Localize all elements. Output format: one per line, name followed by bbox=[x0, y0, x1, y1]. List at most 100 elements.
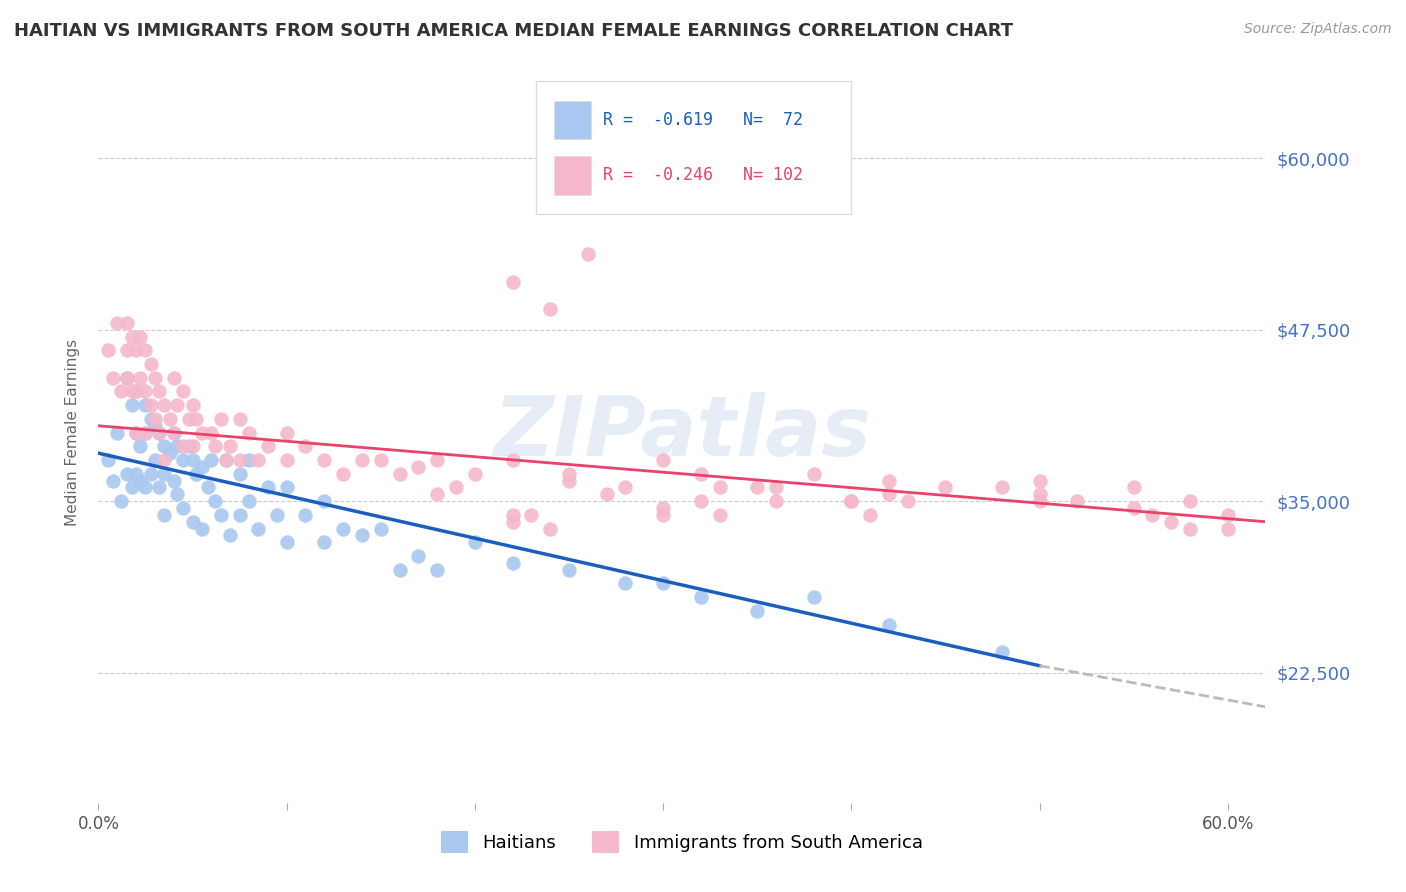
Point bbox=[134, 425, 156, 440]
Point bbox=[502, 453, 524, 467]
Text: HAITIAN VS IMMIGRANTS FROM SOUTH AMERICA MEDIAN FEMALE EARNINGS CORRELATION CHAR: HAITIAN VS IMMIGRANTS FROM SOUTH AMERICA… bbox=[14, 22, 1014, 40]
Point bbox=[228, 467, 250, 481]
Point bbox=[877, 617, 900, 632]
Point bbox=[1178, 522, 1201, 536]
Point bbox=[803, 590, 825, 604]
Point bbox=[134, 343, 156, 358]
Text: R =  -0.246   N= 102: R = -0.246 N= 102 bbox=[603, 166, 803, 185]
Point bbox=[219, 439, 242, 453]
Point bbox=[314, 453, 336, 467]
Point bbox=[897, 494, 920, 508]
Point bbox=[163, 425, 186, 440]
Point bbox=[709, 508, 731, 522]
Point bbox=[238, 425, 260, 440]
Point bbox=[689, 467, 711, 481]
FancyBboxPatch shape bbox=[554, 156, 591, 194]
Point bbox=[558, 467, 581, 481]
Point bbox=[502, 556, 524, 570]
Point bbox=[163, 425, 186, 440]
Point bbox=[332, 522, 354, 536]
Point bbox=[1028, 494, 1050, 508]
Point bbox=[350, 453, 373, 467]
Point bbox=[1178, 494, 1201, 508]
Point bbox=[332, 467, 354, 481]
Point bbox=[276, 425, 298, 440]
Text: Source: ZipAtlas.com: Source: ZipAtlas.com bbox=[1244, 22, 1392, 37]
Point bbox=[125, 384, 148, 399]
FancyBboxPatch shape bbox=[554, 101, 591, 139]
Point bbox=[464, 467, 486, 481]
Point bbox=[538, 522, 561, 536]
Point bbox=[238, 494, 260, 508]
Point bbox=[266, 508, 288, 522]
Point bbox=[502, 275, 524, 289]
Point bbox=[652, 576, 675, 591]
Point bbox=[134, 480, 156, 494]
Point bbox=[991, 480, 1014, 494]
Point bbox=[276, 535, 298, 549]
Point bbox=[148, 425, 170, 440]
Point bbox=[186, 467, 208, 481]
Point bbox=[803, 467, 825, 481]
Point bbox=[1142, 508, 1164, 522]
Point bbox=[1216, 522, 1239, 536]
Point bbox=[181, 398, 204, 412]
Point bbox=[408, 549, 430, 563]
Point bbox=[163, 371, 186, 385]
Point bbox=[765, 494, 787, 508]
Point bbox=[859, 508, 882, 522]
Point bbox=[172, 439, 194, 453]
Point bbox=[103, 474, 125, 488]
Point bbox=[115, 316, 138, 330]
Point bbox=[121, 480, 143, 494]
Point bbox=[97, 343, 120, 358]
Point bbox=[370, 453, 392, 467]
Point bbox=[709, 480, 731, 494]
Point bbox=[115, 371, 138, 385]
Point bbox=[408, 459, 430, 474]
Point bbox=[228, 453, 250, 467]
Point bbox=[370, 522, 392, 536]
Point bbox=[204, 439, 226, 453]
Point bbox=[139, 412, 162, 426]
Point bbox=[689, 590, 711, 604]
Point bbox=[181, 439, 204, 453]
Point bbox=[110, 494, 132, 508]
Point bbox=[1028, 487, 1050, 501]
Point bbox=[97, 453, 120, 467]
Point bbox=[200, 425, 222, 440]
Point bbox=[115, 371, 138, 385]
Point bbox=[125, 467, 148, 481]
Point bbox=[153, 453, 176, 467]
Point bbox=[877, 487, 900, 501]
Point bbox=[128, 371, 150, 385]
Point bbox=[191, 522, 214, 536]
Point bbox=[276, 453, 298, 467]
Point bbox=[558, 474, 581, 488]
Point bbox=[294, 508, 316, 522]
Point bbox=[134, 384, 156, 399]
Point bbox=[115, 467, 138, 481]
Point bbox=[1028, 474, 1050, 488]
Point bbox=[125, 425, 148, 440]
Point bbox=[121, 398, 143, 412]
Point bbox=[139, 467, 162, 481]
Text: ZIPatlas: ZIPatlas bbox=[494, 392, 870, 473]
Point bbox=[148, 384, 170, 399]
Point bbox=[177, 439, 200, 453]
Point bbox=[209, 508, 232, 522]
Point bbox=[166, 398, 188, 412]
Point bbox=[464, 535, 486, 549]
Point bbox=[558, 563, 581, 577]
Point bbox=[128, 474, 150, 488]
Point bbox=[314, 535, 336, 549]
Point bbox=[166, 487, 188, 501]
Point bbox=[148, 480, 170, 494]
Point bbox=[191, 425, 214, 440]
Point bbox=[153, 439, 176, 453]
Point bbox=[163, 474, 186, 488]
Point bbox=[200, 453, 222, 467]
Point bbox=[219, 528, 242, 542]
Point bbox=[215, 453, 238, 467]
Point bbox=[991, 645, 1014, 659]
